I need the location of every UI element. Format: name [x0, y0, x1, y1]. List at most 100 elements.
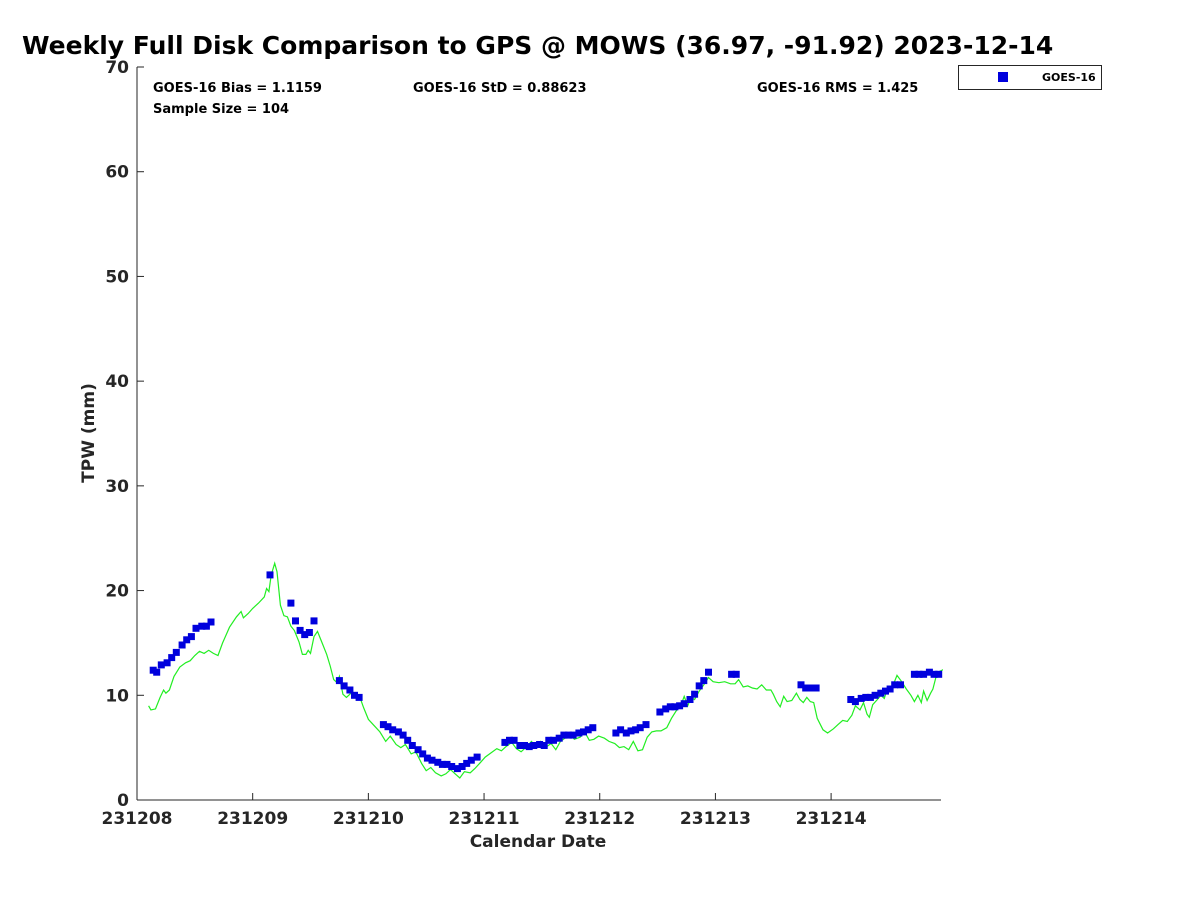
goes16-data-point: [691, 690, 699, 698]
goes16-data-point: [310, 617, 318, 625]
goes16-data-point: [192, 624, 200, 632]
goes16-data-point: [305, 629, 313, 636]
goes16-data-point: [163, 659, 171, 667]
goes16-data-point: [183, 636, 191, 644]
goes16-data-point: [536, 741, 544, 748]
goes16-data-point: [399, 731, 407, 739]
goes16-data-point: [584, 726, 592, 734]
legend-label: GOES-16: [1042, 71, 1096, 84]
goes16-data-point: [157, 661, 165, 669]
goes16-data-point: [516, 742, 524, 749]
y-tick-label: 60: [105, 163, 129, 183]
stat-bias: GOES-16 Bias = 1.1159: [153, 81, 322, 96]
goes16-data-point: [525, 743, 533, 751]
goes16-data-point: [448, 763, 456, 770]
goes16-data-point: [555, 734, 563, 742]
goes16-data-point: [695, 682, 703, 690]
goes16-data-point: [925, 668, 933, 676]
stat-sample-size: Sample Size = 104: [153, 102, 289, 117]
y-tick-label: 40: [105, 372, 129, 392]
goes16-data-point: [886, 685, 894, 693]
goes16-data-point: [545, 736, 553, 744]
y-tick-label: 70: [105, 58, 129, 78]
goes16-data-point: [569, 731, 577, 739]
goes16-data-point: [857, 694, 865, 702]
goes16-data-point: [627, 727, 635, 735]
y-axis-ticks: 0 10 20 30 40 50 60 70: [105, 58, 144, 811]
goes16-data-point: [428, 756, 436, 764]
chart-title: Weekly Full Disk Comparison to GPS @ MOW…: [22, 31, 1053, 60]
goes16-data-point: [877, 689, 885, 697]
goes16-data-point: [680, 700, 688, 708]
goes16-data-point: [168, 654, 176, 662]
goes16-data-point: [700, 677, 708, 685]
goes16-data-point: [501, 738, 509, 746]
goes16-data-point: [198, 622, 206, 630]
goes16-data-point: [335, 677, 343, 685]
goes16-data-point: [666, 703, 674, 711]
goes16-data-point: [340, 682, 348, 690]
goes16-data-point: [389, 726, 397, 734]
goes16-data-point: [575, 729, 583, 737]
goes16-data-point: [847, 696, 855, 703]
goes16-data-point: [351, 691, 358, 699]
goes16-data-point: [802, 684, 810, 692]
legend: GOES-16: [958, 65, 1102, 90]
goes16-data-point: [172, 648, 180, 656]
goes16-data-point: [565, 731, 572, 739]
legend-marker-icon: [998, 72, 1008, 82]
goes16-data-point: [910, 670, 918, 678]
goes16-data-point: [506, 736, 513, 744]
x-tick-label: 231211: [449, 809, 520, 829]
goes16-data-point: [153, 668, 161, 676]
goes16-data-point: [589, 724, 597, 732]
x-tick-label: 231213: [680, 809, 751, 829]
stat-rms: GOES-16 RMS = 1.425: [757, 81, 918, 96]
goes16-data-point: [671, 703, 679, 711]
goes16-data-point: [178, 641, 186, 649]
x-tick-label: 231209: [217, 809, 288, 829]
y-tick-label: 20: [105, 582, 129, 602]
goes16-data-point: [473, 753, 481, 761]
goes16-data-point: [467, 756, 475, 764]
goes16-data-point: [423, 754, 431, 762]
legend-box: [958, 65, 1102, 90]
goes16-data-point: [930, 670, 938, 678]
goes16-data-point: [443, 760, 451, 768]
y-tick-label: 50: [105, 267, 129, 287]
goes16-data-point: [686, 696, 694, 703]
gps-series-line: [148, 561, 943, 779]
y-axis-label: TPW (mm): [79, 383, 99, 483]
goes16-data-point: [379, 721, 387, 729]
goes16-data-point: [550, 736, 557, 744]
x-tick-label: 231210: [333, 809, 404, 829]
goes16-data-point: [266, 571, 274, 579]
goes16-data-point: [920, 670, 928, 678]
y-tick-label: 10: [105, 686, 129, 706]
goes16-data-point: [915, 670, 923, 678]
goes16-data-point: [642, 721, 650, 729]
stat-std: GOES-16 StD = 0.88623: [413, 81, 587, 96]
y-tick-label: 30: [105, 477, 129, 497]
x-tick-label: 231214: [796, 809, 867, 829]
goes16-data-point: [882, 687, 889, 695]
goes16-data-point: [346, 686, 354, 694]
goes16-data-point: [453, 765, 461, 773]
goes16-data-point: [862, 693, 870, 701]
x-tick-label: 231208: [102, 809, 173, 829]
y-tick-label: 0: [117, 791, 129, 811]
goes16-data-point: [202, 622, 210, 630]
x-axis-ticks: 231208 231209 231210 231211 231212 231213 2312…: [102, 793, 867, 829]
goes16-data-point: [580, 728, 587, 736]
goes16-data-point: [560, 731, 568, 739]
goes16-data-point: [656, 708, 664, 716]
goes16-data-point: [612, 729, 620, 737]
goes16-data-point: [866, 693, 874, 701]
goes16-data-point: [617, 726, 625, 734]
goes16-data-point: [287, 599, 295, 607]
goes16-data-point: [851, 698, 859, 706]
goes16-data-point: [521, 742, 528, 749]
goes16-data-point: [540, 742, 548, 749]
x-axis-label: Calendar Date: [470, 832, 607, 852]
goes16-data-point: [296, 626, 304, 634]
